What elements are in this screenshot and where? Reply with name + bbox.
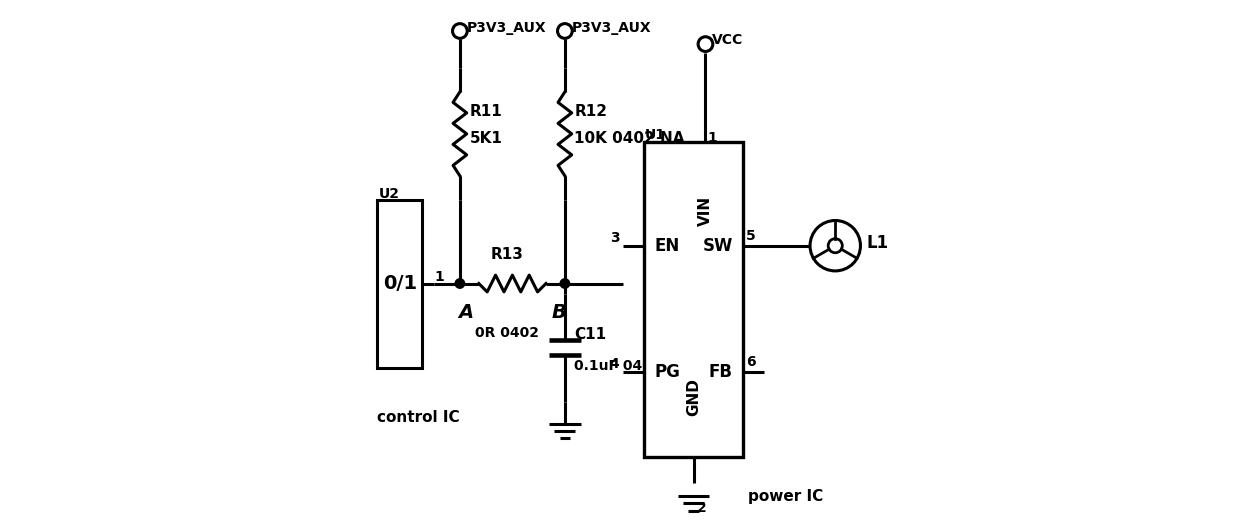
Text: 4: 4 xyxy=(610,357,620,371)
Text: 6: 6 xyxy=(746,355,756,369)
Text: FB: FB xyxy=(709,363,733,381)
Text: 5K1: 5K1 xyxy=(469,131,502,145)
Text: 10K 0402 NA: 10K 0402 NA xyxy=(574,131,684,145)
Text: P3V3_AUX: P3V3_AUX xyxy=(466,21,547,35)
Text: GND: GND xyxy=(686,378,701,416)
Text: SW: SW xyxy=(703,237,733,255)
Text: EN: EN xyxy=(655,237,680,255)
Text: B: B xyxy=(551,303,565,322)
Text: R11: R11 xyxy=(469,104,502,119)
Text: power IC: power IC xyxy=(748,489,823,503)
Text: U1: U1 xyxy=(645,129,666,142)
Text: R12: R12 xyxy=(574,104,608,119)
Text: 5: 5 xyxy=(746,229,755,243)
Text: 0.1uF 0402: 0.1uF 0402 xyxy=(574,359,662,373)
Circle shape xyxy=(560,279,569,288)
Text: R13: R13 xyxy=(491,247,523,262)
Circle shape xyxy=(455,279,465,288)
Text: L1: L1 xyxy=(867,234,889,252)
Bar xyxy=(377,200,422,368)
Text: 1: 1 xyxy=(708,131,717,144)
Text: P3V3_AUX: P3V3_AUX xyxy=(572,21,651,35)
Text: 3: 3 xyxy=(610,231,620,245)
Text: control IC: control IC xyxy=(377,410,460,425)
Text: C11: C11 xyxy=(574,327,606,342)
Text: PG: PG xyxy=(655,363,680,381)
Text: VCC: VCC xyxy=(712,33,743,47)
Text: 0/1: 0/1 xyxy=(383,274,417,293)
Text: A: A xyxy=(459,303,474,322)
Bar xyxy=(644,142,743,457)
Text: VIN: VIN xyxy=(698,196,713,226)
Text: 0R 0402: 0R 0402 xyxy=(475,327,539,340)
Text: 1: 1 xyxy=(435,270,444,284)
Text: U2: U2 xyxy=(378,187,399,201)
Text: 2: 2 xyxy=(697,501,707,516)
